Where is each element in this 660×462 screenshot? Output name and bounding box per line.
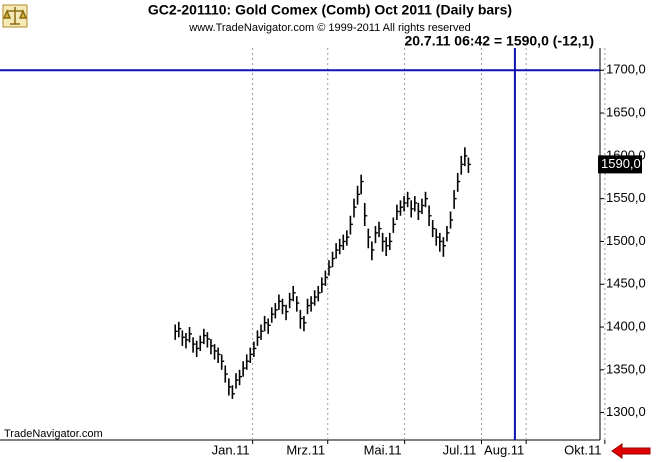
footer: TradeNavigator.com	[4, 428, 103, 440]
y-tick-label: 1350,0	[606, 361, 646, 376]
y-tick-label: 1700,0	[606, 62, 646, 77]
last-price-box	[598, 155, 642, 174]
x-tick-label: Okt.11	[564, 442, 601, 457]
crosshair-readout: 20.7.11 06:42 = 1590,0 (-12,1)	[404, 33, 594, 49]
y-tick-label: 1450,0	[606, 276, 646, 291]
y-tick-label: 1300,0	[606, 404, 646, 419]
x-tick-label: Mai.11	[364, 442, 402, 457]
chart-title: GC2-201110: Gold Comex (Comb) Oct 2011 (…	[148, 2, 512, 18]
y-tick-label: 1400,0	[606, 318, 646, 333]
last-price-label: 1590,0	[601, 156, 641, 171]
y-tick-label: 1550,0	[606, 190, 646, 205]
x-tick-label: Jan.11	[212, 442, 250, 457]
y-tick-label: 1500,0	[606, 233, 646, 248]
scroll-arrow[interactable]	[611, 443, 651, 459]
logo	[2, 4, 28, 28]
y-tick-label: 1650,0	[606, 104, 646, 119]
x-tick-label: Mrz.11	[286, 442, 325, 457]
x-tick-label: Jul.11	[443, 442, 477, 457]
subtitle: www.TradeNavigator.com © 1999-2011 All r…	[188, 22, 470, 34]
x-tick-label: Aug.11	[484, 442, 524, 457]
